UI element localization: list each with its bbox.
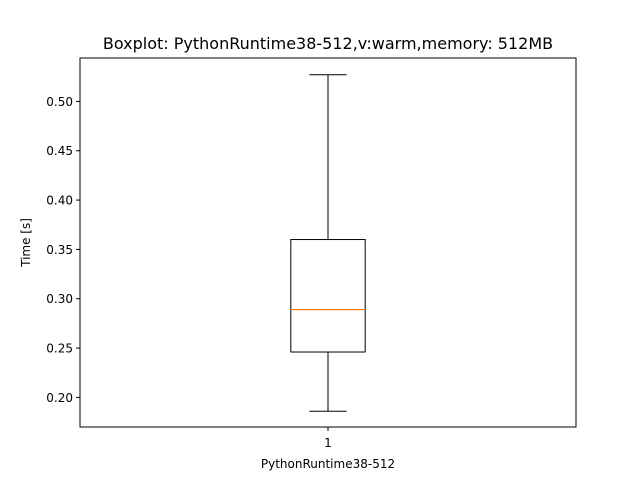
y-axis: 0.20 0.25 0.30 0.35 0.40 0.45 0.50 bbox=[46, 95, 80, 405]
y-tick-label: 0.50 bbox=[46, 95, 73, 109]
x-axis: 1 bbox=[324, 427, 332, 450]
y-tick-label: 0.20 bbox=[46, 391, 73, 405]
y-axis-label: Time [s] bbox=[19, 218, 33, 268]
y-tick-label: 0.25 bbox=[46, 342, 73, 356]
y-tick-label: 0.30 bbox=[46, 292, 73, 306]
y-tick-label: 0.40 bbox=[46, 194, 73, 208]
chart-title: Boxplot: PythonRuntime38-512,v:warm,memo… bbox=[103, 34, 553, 53]
x-tick-label: 1 bbox=[324, 436, 332, 450]
boxplot-series bbox=[290, 74, 366, 412]
y-tick-label: 0.35 bbox=[46, 243, 73, 257]
x-axis-label: PythonRuntime38-512 bbox=[261, 457, 395, 471]
interquartile-box bbox=[290, 239, 366, 353]
y-tick-label: 0.45 bbox=[46, 144, 73, 158]
